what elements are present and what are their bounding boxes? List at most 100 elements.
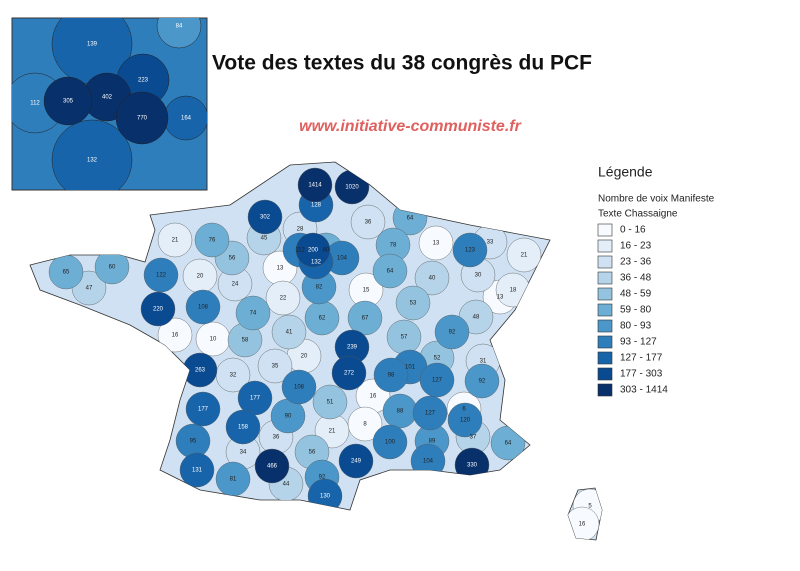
department bbox=[312, 384, 348, 420]
department bbox=[347, 300, 383, 336]
department-label: 41 bbox=[286, 330, 293, 336]
department-label: 108 bbox=[198, 305, 209, 311]
department bbox=[185, 289, 221, 325]
legend-swatch bbox=[597, 287, 613, 301]
department-label: 80 bbox=[323, 248, 330, 254]
department-label: 108 bbox=[294, 385, 305, 391]
department bbox=[372, 253, 408, 289]
inset-label: 132 bbox=[87, 158, 98, 164]
department-label: 60 bbox=[109, 265, 116, 271]
department bbox=[373, 357, 409, 393]
department-label: 123 bbox=[465, 248, 476, 254]
url: www.initiative-communiste.fr bbox=[299, 118, 521, 135]
department-label: 51 bbox=[327, 400, 334, 406]
legend-title: Légende bbox=[598, 164, 653, 180]
department-label: 20 bbox=[197, 274, 204, 280]
department-label: 1020 bbox=[345, 185, 359, 191]
department-label: 13 bbox=[497, 295, 504, 301]
department bbox=[265, 280, 301, 316]
inset-department bbox=[43, 76, 93, 126]
legend-swatch bbox=[597, 223, 613, 237]
inset-label: 139 bbox=[87, 42, 98, 48]
department-label: 35 bbox=[272, 364, 279, 370]
legend-swatch bbox=[597, 335, 613, 349]
department-label: 28 bbox=[297, 227, 304, 233]
legend-label: 0 - 16 bbox=[620, 225, 646, 236]
legend-swatch bbox=[597, 255, 613, 269]
department-label: 81 bbox=[230, 477, 237, 483]
department bbox=[179, 452, 215, 488]
legend-label: 177 - 303 bbox=[620, 369, 663, 380]
department-label: 15 bbox=[363, 288, 370, 294]
department-label: 16 bbox=[172, 333, 179, 339]
department-label: 67 bbox=[362, 316, 369, 322]
department-label: 44 bbox=[283, 482, 290, 488]
department-label: 57 bbox=[401, 335, 408, 341]
department-label: 272 bbox=[344, 371, 355, 377]
department bbox=[331, 355, 367, 391]
department-label: 22 bbox=[280, 296, 287, 302]
department-label: 89 bbox=[429, 439, 436, 445]
department-label: 13 bbox=[277, 266, 284, 272]
inset-label: 84 bbox=[176, 24, 183, 30]
department bbox=[338, 443, 374, 479]
department-label: 30 bbox=[475, 273, 482, 279]
department-label: 34 bbox=[240, 450, 247, 456]
department-label: 36 bbox=[273, 435, 280, 441]
department-label: 132 bbox=[311, 260, 322, 266]
department bbox=[235, 295, 271, 331]
department-label: 200 bbox=[308, 248, 319, 254]
department-label: 92 bbox=[449, 330, 456, 336]
department-label: 37 bbox=[470, 435, 477, 441]
department-label: 88 bbox=[397, 409, 404, 415]
legend-swatch bbox=[597, 319, 613, 333]
legend-swatch bbox=[597, 383, 613, 397]
department-label: 122 bbox=[156, 273, 167, 279]
department-label: 90 bbox=[285, 414, 292, 420]
legend-label: 127 - 177 bbox=[620, 353, 663, 364]
department-label: 62 bbox=[319, 316, 326, 322]
department-label: 64 bbox=[387, 269, 394, 275]
department-label: 56 bbox=[229, 256, 236, 262]
department bbox=[157, 222, 193, 258]
department-label: 220 bbox=[153, 307, 164, 313]
department bbox=[414, 260, 450, 296]
department-label: 92 bbox=[319, 475, 326, 481]
legend-label: 93 - 127 bbox=[620, 337, 657, 348]
department bbox=[295, 232, 331, 268]
legend-label: 16 - 23 bbox=[620, 241, 652, 252]
department-label: 76 bbox=[209, 238, 216, 244]
department-label: 263 bbox=[195, 368, 206, 374]
department-label: 18 bbox=[510, 288, 517, 294]
department-label: 10 bbox=[210, 337, 217, 343]
department-label: 52 bbox=[434, 356, 441, 362]
legend-label: 48 - 59 bbox=[620, 289, 652, 300]
department-label: 48 bbox=[473, 315, 480, 321]
department bbox=[247, 199, 283, 235]
department-label: 64 bbox=[505, 441, 512, 447]
department bbox=[506, 237, 542, 273]
legend-label: 36 - 48 bbox=[620, 273, 652, 284]
department-label: 131 bbox=[192, 468, 203, 474]
department bbox=[434, 314, 470, 350]
legend-swatch bbox=[597, 351, 613, 365]
department bbox=[395, 285, 431, 321]
department-label: 92 bbox=[479, 379, 486, 385]
department-label: 249 bbox=[351, 459, 362, 465]
department-label: 31 bbox=[480, 359, 487, 365]
department-label: 78 bbox=[390, 243, 397, 249]
department-label: 21 bbox=[329, 429, 336, 435]
department-label: 21 bbox=[172, 238, 179, 244]
department bbox=[452, 232, 488, 268]
department bbox=[447, 402, 483, 438]
department bbox=[271, 314, 307, 350]
department-label: 21 bbox=[521, 253, 528, 259]
legend-label: 303 - 1414 bbox=[620, 385, 668, 396]
legend-swatch bbox=[597, 239, 613, 253]
department bbox=[254, 448, 290, 484]
department bbox=[419, 362, 455, 398]
department-label: 56 bbox=[309, 450, 316, 456]
department-label: 95 bbox=[190, 439, 197, 445]
legend-subtitle: Nombre de voix Manifeste bbox=[598, 194, 715, 205]
department-label: 53 bbox=[410, 301, 417, 307]
